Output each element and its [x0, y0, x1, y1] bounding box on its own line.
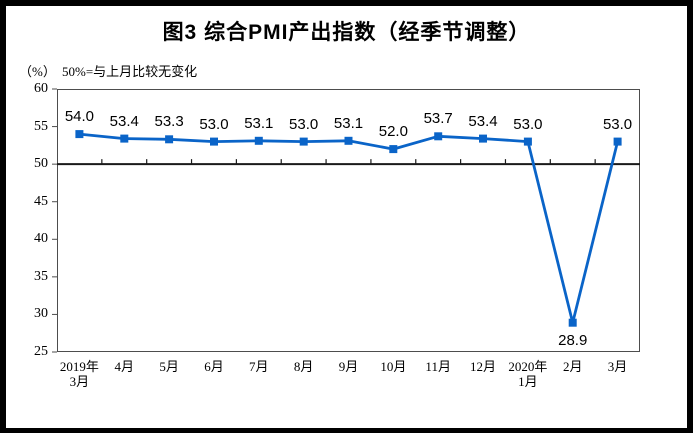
chart-title: 图3 综合PMI产出指数（经季节调整） — [162, 21, 531, 44]
x-axis-tick-label: 8月 — [293, 359, 314, 374]
data-point-marker — [479, 134, 487, 143]
data-point-marker — [523, 137, 532, 146]
x-axis-tick-label: 2020年 1月 — [508, 359, 548, 389]
x-axis-tick-label: 7月 — [249, 359, 269, 374]
data-point-marker — [568, 318, 577, 327]
data-point-label: 53.4 — [468, 112, 498, 130]
data-point-marker — [389, 145, 398, 154]
data-point-marker — [613, 137, 622, 146]
data-point-label: 53.0 — [289, 115, 319, 133]
y-axis-tick-label: 50 — [34, 156, 48, 172]
data-point-marker — [210, 137, 218, 146]
y-axis-tick-label: 40 — [34, 231, 48, 247]
data-point-label: 53.3 — [154, 113, 184, 131]
reference-note-label: 50%=与上月比较无变化 — [62, 64, 198, 79]
data-point-label: 53.7 — [423, 110, 453, 128]
data-point-marker — [254, 136, 263, 145]
x-axis-tick-label: 10月 — [380, 359, 407, 374]
data-point-marker — [434, 132, 443, 141]
data-point-label: 28.9 — [558, 331, 588, 349]
y-axis-tick-label: 45 — [34, 193, 48, 209]
x-axis-tick-label: 5月 — [159, 359, 179, 374]
y-axis-tick-label: 60 — [34, 81, 48, 96]
data-point-label: 53.4 — [109, 112, 139, 130]
y-axis-tick-label: 35 — [34, 268, 48, 284]
data-point-marker — [299, 137, 308, 146]
x-axis-tick-label: 3月 — [607, 359, 628, 374]
data-point-label: 52.0 — [378, 123, 408, 141]
data-point-label: 53.0 — [602, 115, 633, 133]
data-point-marker — [165, 135, 174, 144]
x-axis-tick-label: 9月 — [338, 359, 359, 374]
x-axis-tick-label: 2019年 3月 — [59, 359, 99, 389]
pmi-line-series — [79, 132, 619, 325]
y-axis-tick-label: 55 — [34, 118, 48, 134]
data-point-label: 53.1 — [333, 114, 364, 132]
x-axis-tick-label: 12月 — [470, 359, 497, 374]
data-point-marker — [75, 130, 84, 139]
y-axis-tick-label: 30 — [34, 306, 48, 322]
data-point-label: 53.0 — [513, 115, 543, 133]
data-point-marker — [120, 134, 129, 143]
data-point-marker — [344, 136, 353, 145]
x-axis-tick-label: 11月 — [425, 359, 451, 374]
data-point-label: 53.0 — [199, 115, 229, 133]
y-axis-unit-label: （%） — [19, 64, 56, 79]
x-axis-tick-label: 6月 — [204, 359, 224, 374]
y-axis-tick-label: 25 — [34, 344, 48, 359]
data-point-label: 54.0 — [64, 108, 95, 126]
chart-canvas — [6, 6, 687, 428]
x-axis-tick-label: 2月 — [562, 359, 583, 374]
data-point-label: 53.1 — [244, 114, 274, 132]
x-axis-tick-label: 4月 — [114, 359, 135, 374]
